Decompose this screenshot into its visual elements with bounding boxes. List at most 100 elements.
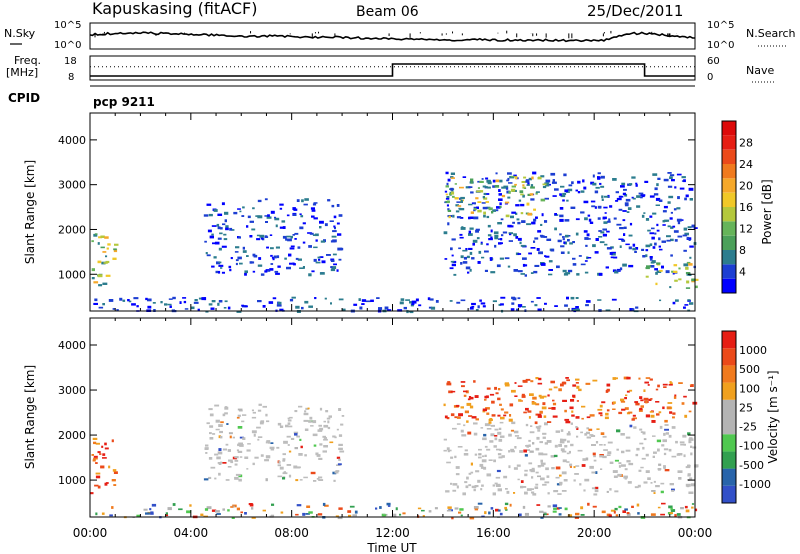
power-echo-point bbox=[427, 297, 431, 301]
power-echo-point bbox=[562, 192, 567, 195]
velocity-echo-point bbox=[165, 512, 168, 516]
power-echo-point bbox=[507, 265, 511, 268]
velocity-echo-point bbox=[552, 399, 555, 402]
velocity-echo-point bbox=[178, 508, 183, 511]
velocity-echo-point bbox=[491, 400, 495, 404]
velocity-echo-point bbox=[643, 397, 649, 401]
power-echo-point bbox=[655, 271, 658, 275]
power-echo-point bbox=[616, 269, 620, 272]
power-echo-point bbox=[119, 297, 123, 301]
velocity-echo-point bbox=[463, 390, 468, 393]
velocity-echo-point bbox=[104, 447, 109, 450]
velocity-echo-point bbox=[312, 433, 318, 437]
velocity-echo-point bbox=[511, 421, 516, 425]
power-echo-point bbox=[152, 302, 156, 304]
velocity-echo-point bbox=[591, 471, 596, 474]
velocity-echo-point bbox=[667, 402, 673, 404]
velocity-echo-point bbox=[375, 507, 378, 510]
velocity-echo-point bbox=[317, 513, 323, 516]
velocity-echo-point bbox=[95, 472, 101, 475]
power-echo-point bbox=[688, 239, 691, 241]
power-echo-point bbox=[604, 243, 608, 246]
velocity-echo-point bbox=[539, 510, 544, 513]
velocity-echo-point bbox=[542, 402, 546, 406]
power-echo-point bbox=[482, 185, 487, 188]
velocity-echo-point bbox=[445, 490, 450, 493]
power-echo-point bbox=[229, 268, 232, 272]
velocity-echo-point bbox=[286, 435, 291, 438]
velocity-echo-point bbox=[560, 429, 564, 432]
velocity-echo-point bbox=[687, 465, 691, 467]
power-echo-point bbox=[447, 200, 450, 203]
velocity-echo-point bbox=[262, 405, 267, 408]
power-echo-point bbox=[564, 304, 568, 307]
velocity-echo-point bbox=[216, 513, 221, 515]
power-echo-point bbox=[479, 299, 482, 302]
velocity-echo-point bbox=[536, 504, 541, 506]
velocity-echo-point bbox=[338, 434, 343, 437]
velocity-echo-point bbox=[265, 478, 268, 482]
velocity-echo-point bbox=[648, 398, 652, 401]
power-echo-point bbox=[429, 298, 434, 301]
power-panel-frame bbox=[89, 112, 696, 312]
power-echo-point bbox=[279, 207, 283, 210]
velocity-echo-point bbox=[678, 477, 682, 480]
velocity-echo-point bbox=[639, 396, 643, 399]
power-echo-point bbox=[204, 240, 207, 243]
power-echo-point bbox=[685, 287, 691, 289]
power-echo-point bbox=[235, 259, 239, 262]
velocity-y-tick-label: 1000 bbox=[58, 474, 86, 487]
velocity-echo-point bbox=[495, 476, 501, 479]
power-echo-point bbox=[242, 250, 247, 253]
power-echo-point bbox=[481, 202, 486, 204]
velocity-echo-point bbox=[486, 428, 492, 430]
velocity-echo-point bbox=[636, 447, 640, 451]
velocity-echo-point bbox=[584, 433, 588, 436]
power-echo-point bbox=[665, 270, 670, 274]
velocity-echo-point bbox=[262, 509, 266, 512]
power-echo-point bbox=[477, 261, 481, 264]
velocity-echo-point bbox=[323, 424, 329, 428]
velocity-echo-point bbox=[336, 456, 341, 459]
velocity-echo-point bbox=[686, 484, 690, 488]
velocity-echo-point bbox=[642, 446, 645, 450]
power-echo-point bbox=[105, 260, 110, 264]
velocity-echo-point bbox=[265, 441, 268, 444]
velocity-echo-point bbox=[287, 417, 290, 420]
velocity-echo-point bbox=[101, 445, 104, 448]
power-echo-point bbox=[91, 268, 95, 272]
power-echo-point bbox=[269, 234, 273, 236]
power-echo-point bbox=[218, 270, 221, 274]
velocity-echo-point bbox=[516, 464, 521, 467]
velocity-echo-point bbox=[322, 450, 327, 453]
velocity-echo-point bbox=[316, 478, 320, 480]
power-echo-point bbox=[473, 206, 478, 209]
power-echo-point bbox=[108, 299, 114, 302]
power-echo-point bbox=[147, 305, 152, 309]
velocity-colorbar-swatch bbox=[722, 365, 736, 383]
power-echo-point bbox=[459, 208, 465, 211]
velocity-echo-point bbox=[517, 478, 520, 481]
velocity-echo-point bbox=[294, 447, 298, 450]
velocity-echo-point bbox=[602, 455, 607, 459]
power-echo-point bbox=[589, 221, 594, 224]
velocity-echo-point bbox=[111, 479, 116, 482]
velocity-echo-point bbox=[285, 424, 289, 428]
power-echo-point bbox=[405, 299, 410, 301]
velocity-echo-point bbox=[329, 441, 334, 444]
velocity-echo-point bbox=[530, 380, 534, 383]
velocity-echo-point bbox=[95, 462, 98, 464]
velocity-echo-point bbox=[591, 444, 596, 446]
power-echo-point bbox=[236, 310, 242, 313]
velocity-echo-point bbox=[294, 410, 298, 413]
power-echo-point bbox=[91, 240, 94, 243]
velocity-echo-point bbox=[678, 382, 683, 384]
power-echo-point bbox=[318, 258, 321, 261]
velocity-echo-point bbox=[218, 451, 223, 455]
velocity-echo-point bbox=[595, 441, 599, 444]
power-echo-point bbox=[655, 204, 660, 206]
power-echo-point bbox=[584, 237, 589, 240]
power-echo-point bbox=[656, 183, 659, 187]
power-echo-point bbox=[530, 300, 534, 303]
power-echo-point bbox=[528, 252, 532, 255]
